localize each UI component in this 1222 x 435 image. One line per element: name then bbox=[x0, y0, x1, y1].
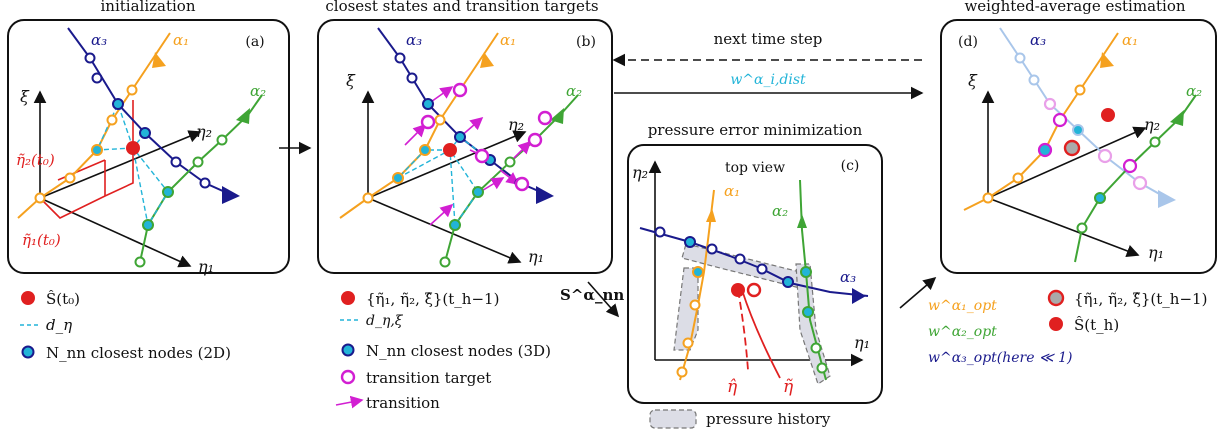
label-eta2-b: η₂ bbox=[508, 115, 524, 134]
eta-hat-path bbox=[737, 289, 749, 371]
legend-d-item1: {η̃₁, η̃₂, ξ̂}(t_h−1) bbox=[1074, 290, 1207, 308]
panel-b-frame bbox=[317, 19, 613, 274]
legend-d-w1: w^α₁_opt bbox=[928, 298, 997, 314]
estimate-point-d bbox=[1101, 108, 1115, 122]
distance-lines-a bbox=[95, 102, 169, 227]
previous-estimate-d bbox=[1063, 139, 1081, 157]
legend-d-w2: w^α₂_opt bbox=[928, 324, 997, 340]
label-alpha3-d: α₃ bbox=[1030, 31, 1046, 49]
label-top-view: top view bbox=[725, 160, 785, 176]
nodes-c bbox=[654, 226, 828, 378]
label-eta2-t0: η̃₂(t₀) bbox=[16, 151, 55, 169]
panel-c-frame bbox=[627, 144, 883, 404]
legend-b: {η̃₁, η̃₂, ξ̂}(t_h−1) d_η,ξ N_nn closest… bbox=[335, 290, 551, 412]
branch-a3-a bbox=[67, 27, 235, 197]
legend-a: Ŝ(t₀) d_η N_nn closest nodes (2D) bbox=[20, 290, 231, 362]
axis-eta1-a bbox=[39, 197, 192, 268]
panel-c-tag: (c) bbox=[841, 158, 860, 174]
legend-d: w^α₁_opt w^α₂_opt w^α₃_opt(here ≪ 1) {η̃… bbox=[928, 289, 1207, 366]
label-eta-tilde: η̃ bbox=[783, 377, 794, 397]
pressure-history-band-2 bbox=[673, 267, 699, 351]
panel-d: ξ η₂ η₁ α₃ α₁ α₂ bbox=[963, 27, 1202, 263]
legend-pressure-history: pressure history bbox=[706, 410, 831, 428]
label-alpha2-a: α₂ bbox=[250, 82, 266, 100]
estimate-target-c bbox=[746, 282, 762, 298]
estimate-point-a bbox=[126, 141, 140, 155]
title-pressure-error: pressure error minimization bbox=[648, 121, 863, 139]
arrow-c-to-d bbox=[899, 276, 937, 309]
panel-a-frame bbox=[7, 19, 290, 274]
label-alpha2-b: α₂ bbox=[566, 82, 582, 100]
label-eta2-c: η₂ bbox=[632, 163, 648, 182]
legend-d-w3: w^α₃_opt(here ≪ 1) bbox=[928, 350, 1072, 366]
label-xi-d: ξ bbox=[968, 71, 978, 90]
nodes-d bbox=[982, 52, 1161, 234]
label-eta2-a: η₂ bbox=[196, 122, 212, 141]
panel-b: ξ η₂ η₁ bbox=[339, 27, 582, 268]
legend-b-item4: transition target bbox=[366, 369, 491, 387]
panel-c: top view η₂ η₁ bbox=[632, 160, 870, 397]
label-eta1-t0: η̃₁(t₀) bbox=[22, 231, 61, 249]
label-alpha2-d: α₂ bbox=[1186, 82, 1202, 100]
label-alpha1-b: α₁ bbox=[500, 31, 516, 49]
legend-a-item2: d_η bbox=[46, 316, 72, 334]
arrow-b-to-c bbox=[587, 281, 620, 318]
panel-a-tag: (a) bbox=[245, 34, 264, 50]
legend-b-item5: transition bbox=[366, 394, 440, 412]
legend-b-item2: d_η,ξ bbox=[366, 313, 404, 329]
label-alpha1-a: α₁ bbox=[173, 31, 189, 49]
label-eta1-a: η₁ bbox=[198, 257, 214, 276]
nodes-b bbox=[362, 52, 553, 268]
nodes-a bbox=[34, 52, 228, 268]
legend-b-item1: {η̃₁, η̃₂, ξ̂}(t_h−1) bbox=[366, 290, 499, 308]
label-alpha2-c: α₂ bbox=[772, 202, 788, 220]
label-xi-a: ξ bbox=[20, 87, 30, 106]
panel-d-frame bbox=[940, 19, 1217, 274]
legend-d-item2: Ŝ(t_h) bbox=[1074, 316, 1119, 334]
legend-a-item1: Ŝ(t₀) bbox=[46, 290, 80, 308]
panel-b-tag: (b) bbox=[576, 34, 596, 50]
label-xi-b: ξ bbox=[346, 71, 356, 90]
label-alpha3-b: α₃ bbox=[406, 31, 422, 49]
legend-a-item3: N_nn closest nodes (2D) bbox=[46, 344, 231, 362]
label-eta1-d: η₁ bbox=[1148, 243, 1164, 262]
label-eta1-b: η₁ bbox=[528, 247, 544, 266]
label-next-time-step: next time step bbox=[714, 30, 823, 48]
pressure-history-band-3 bbox=[795, 263, 831, 385]
label-alpha1-d: α₁ bbox=[1122, 31, 1138, 49]
estimate-point-b bbox=[443, 143, 457, 157]
axis-eta2-a bbox=[39, 130, 202, 199]
label-eta-hat: η̂ bbox=[727, 377, 738, 397]
label-eta1-c: η₁ bbox=[854, 333, 870, 352]
estimate-point-c bbox=[731, 283, 745, 297]
pressure-history-band-1 bbox=[681, 243, 801, 289]
legend-b-item3: N_nn closest nodes (3D) bbox=[366, 342, 551, 360]
label-w-dist: w^α_i,dist bbox=[730, 72, 806, 88]
panel-a: ξ η₂ η₁ bbox=[16, 27, 266, 276]
label-eta2-d: η₂ bbox=[1144, 115, 1160, 134]
title-weighted-average: weighted-average estimation bbox=[964, 0, 1185, 15]
label-alpha3-c: α₃ bbox=[840, 268, 856, 286]
title-closest-states: closest states and transition targets bbox=[325, 0, 598, 15]
panel-d-tag: (d) bbox=[958, 34, 978, 50]
label-s-nn: S^α_nn bbox=[560, 286, 624, 304]
label-alpha3-a: α₃ bbox=[91, 31, 107, 49]
title-initialization: initialization bbox=[101, 0, 196, 15]
eta-tilde-path bbox=[741, 289, 781, 379]
label-alpha1-c: α₁ bbox=[724, 182, 740, 200]
pressure-history-swatch bbox=[649, 409, 697, 429]
